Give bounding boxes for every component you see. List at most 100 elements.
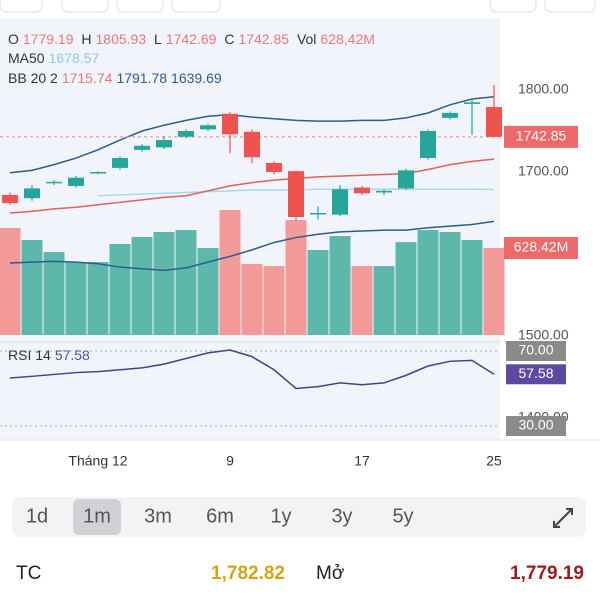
bb-lower-line [9, 220, 495, 272]
label: RSI 14 [8, 347, 51, 363]
x-tick-label: 25 [486, 453, 502, 469]
bb-row: BB 20 2 1715.74 1791.78 1639.69 [8, 70, 226, 86]
candle-body [464, 102, 480, 104]
candle-body [398, 170, 414, 189]
volume-bar [263, 266, 285, 335]
x-tick-label: 9 [226, 453, 234, 469]
ohlc-row: O 1779.19 H 1805.93 L 1742.69 C 1742.85 Vol 6… [8, 31, 379, 47]
candle-body [222, 113, 238, 135]
label: H [81, 31, 92, 47]
candle-body [200, 125, 216, 130]
open-label: Mở [316, 563, 345, 584]
bb-upper-line [9, 96, 495, 174]
value: 1678.57 [48, 50, 100, 66]
range-button[interactable]: 1d [26, 505, 48, 527]
volume-bar [417, 230, 439, 335]
candle-body [68, 177, 84, 186]
range-button[interactable]: 3m [144, 505, 172, 527]
candle-body [288, 171, 304, 218]
top-button[interactable] [61, 0, 109, 13]
volume-bar [241, 263, 263, 335]
candle-body [354, 187, 370, 194]
rsi-tag-box [506, 364, 566, 385]
volume-bar [153, 231, 175, 335]
label: C [224, 31, 235, 47]
open-value: 1,779.19 [510, 563, 584, 584]
range-bar [12, 497, 586, 537]
rsi-tick-box [506, 416, 566, 436]
price-tag-box [504, 125, 578, 148]
rsi-tick-label: 30.00 [518, 417, 553, 433]
candle-body [376, 190, 392, 193]
volume-bar [461, 240, 483, 335]
volume-bar [131, 236, 153, 335]
volume-bar [87, 262, 109, 335]
label: L [154, 31, 162, 47]
top-button[interactable] [171, 0, 221, 13]
volume-bar [0, 227, 21, 335]
rsi-tick-label: 70.00 [518, 342, 553, 358]
range-button[interactable]: 3y [331, 505, 352, 527]
candle-body [112, 158, 128, 168]
candle-body [90, 171, 106, 174]
rsi-row: RSI 14 57.58 [8, 347, 94, 363]
volume-bar [43, 252, 65, 335]
volume-bar [219, 209, 241, 335]
volume-tag: 628.42M [514, 239, 568, 255]
x-tick-label: 17 [354, 453, 370, 469]
label: O [8, 31, 19, 47]
expand-icon[interactable] [553, 508, 573, 528]
candle-body [266, 162, 282, 172]
value: 1805.93 [95, 31, 147, 47]
y-tick-label: 1700.00 [518, 163, 569, 179]
candle-body [156, 140, 172, 148]
range-button[interactable]: 6m [206, 505, 234, 527]
candle-body [420, 131, 436, 159]
top-button[interactable] [489, 0, 537, 13]
y-tick-label: 1800.00 [518, 81, 569, 97]
volume-tag-box [504, 236, 578, 259]
volume-bar [285, 220, 307, 335]
volume-bar [373, 266, 395, 335]
label: Vol [296, 31, 317, 47]
candle-body [46, 181, 62, 184]
candle-body [442, 112, 458, 118]
volume-bar [329, 236, 351, 335]
top-button[interactable] [544, 0, 596, 13]
range-button[interactable]: 1y [270, 505, 291, 527]
ma-row: MA50 1678.57 [8, 50, 103, 66]
candle-body [486, 107, 502, 137]
value: 57.58 [54, 347, 90, 363]
candle-body [2, 194, 18, 204]
rsi-line [9, 349, 495, 390]
volume-bar [65, 262, 87, 335]
value: 1791.78 [116, 70, 168, 86]
candle-body [24, 188, 40, 199]
rsi-tick-box [506, 341, 566, 361]
label: MA50 [8, 50, 45, 66]
range-button[interactable]: 1m [83, 505, 111, 527]
candle-body [134, 145, 150, 150]
top-button[interactable] [0, 0, 43, 13]
rsi-tag: 57.58 [518, 365, 553, 381]
volume-bar [197, 248, 219, 335]
value: 1742.69 [165, 31, 217, 47]
volume-bar [395, 242, 417, 335]
value: 1779.19 [22, 31, 74, 47]
range-button[interactable]: 5y [392, 505, 413, 527]
price-tag: 1742.85 [516, 128, 567, 144]
volume-bar [439, 231, 461, 335]
value: 1742.85 [238, 31, 290, 47]
volume-bar [109, 244, 131, 335]
tc-value: 1,782.82 [211, 563, 285, 584]
candle-body [244, 131, 260, 158]
top-button[interactable] [116, 0, 164, 13]
volume-bar [175, 230, 197, 335]
volume-bar [307, 249, 329, 335]
volume-bar [351, 266, 373, 335]
volume-bar [483, 247, 505, 335]
label: BB 20 2 [8, 70, 58, 86]
value: 1715.74 [61, 70, 113, 86]
